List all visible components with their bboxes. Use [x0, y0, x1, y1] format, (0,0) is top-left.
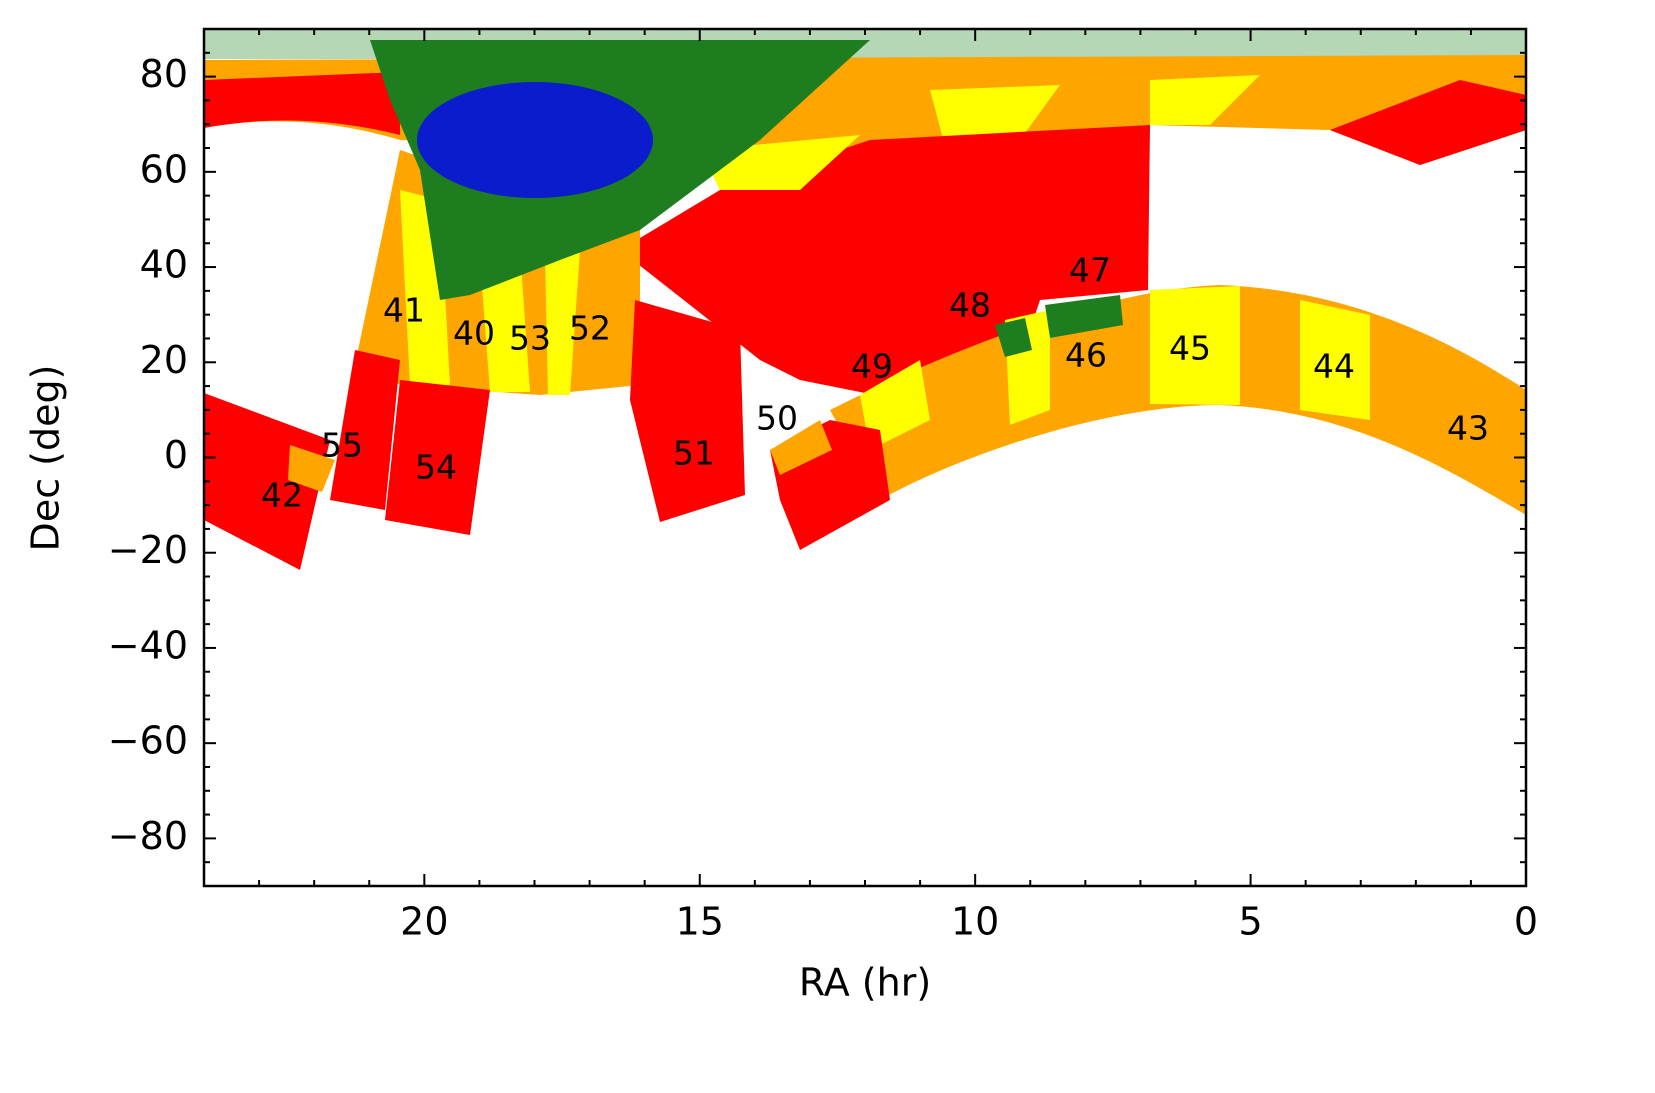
- sector-label: 40: [453, 314, 495, 353]
- coverage-region: [330, 350, 400, 510]
- sector-label: 54: [415, 448, 457, 487]
- y-tick-label: 0: [164, 433, 188, 477]
- x-tick-label: 10: [951, 900, 999, 944]
- sector-label: 52: [569, 309, 611, 348]
- x-axis-label: RA (hr): [799, 961, 931, 1005]
- coverage-region: [1330, 80, 1526, 165]
- coverage-region: [1150, 75, 1260, 125]
- coverage-region: [204, 393, 330, 570]
- sector-label: 55: [321, 426, 363, 465]
- y-tick-label: −20: [108, 528, 188, 572]
- sector-label: 43: [1447, 409, 1489, 448]
- coverage-region: [630, 300, 745, 522]
- coverage-region: [288, 445, 335, 492]
- x-tick-label: 20: [400, 900, 448, 944]
- y-axis-label: Dec (deg): [24, 365, 68, 552]
- coverage-region: [995, 295, 1123, 357]
- coverage-region: [385, 380, 490, 535]
- sector-label: 50: [756, 399, 798, 438]
- y-tick-label: 60: [140, 147, 188, 191]
- sector-label: 45: [1169, 329, 1211, 368]
- coverage-region: [400, 190, 580, 395]
- sector-label: 42: [261, 476, 303, 515]
- y-tick-label: 80: [140, 52, 188, 96]
- coverage-region: [770, 420, 832, 475]
- x-tick-label: 15: [676, 900, 724, 944]
- x-tick-label: 5: [1238, 900, 1262, 944]
- coverage-region: [417, 82, 653, 198]
- y-tick-label: −80: [108, 814, 188, 858]
- sector-label: 48: [949, 286, 991, 325]
- y-tick-label: 40: [140, 243, 188, 287]
- sector-label: 47: [1069, 251, 1111, 290]
- sector-label: 44: [1313, 347, 1355, 386]
- x-tick-label: 0: [1514, 900, 1538, 944]
- sector-label: 53: [509, 319, 551, 358]
- y-tick-label: −40: [108, 623, 188, 667]
- sector-label: 41: [383, 291, 425, 330]
- y-tick-label: 20: [140, 338, 188, 382]
- coverage-region: [204, 72, 400, 135]
- sector-label: 49: [851, 347, 893, 386]
- sector-label: 46: [1065, 336, 1107, 375]
- y-tick-label: −60: [108, 719, 188, 763]
- coverage-regions: [204, 29, 1526, 570]
- sector-label: 51: [673, 434, 715, 473]
